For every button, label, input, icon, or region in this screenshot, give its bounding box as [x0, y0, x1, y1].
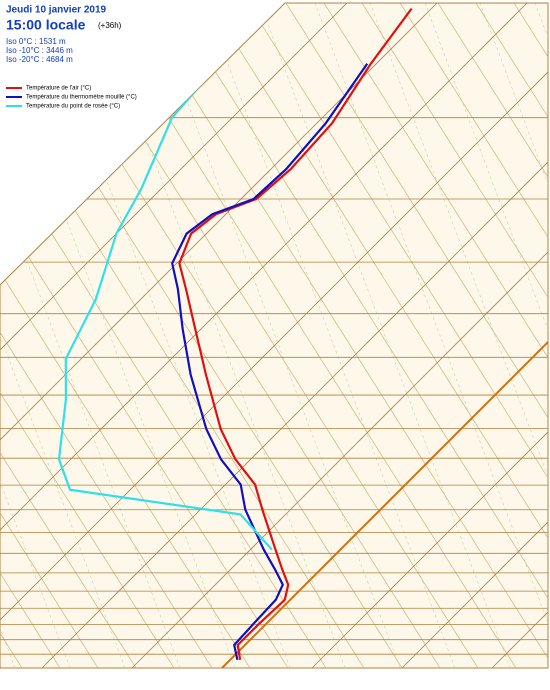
adiabat — [209, 3, 548, 668]
adiabat — [0, 3, 175, 668]
adiabat — [437, 3, 548, 668]
adiabat — [0, 3, 137, 668]
moist-adiabat — [259, 3, 511, 668]
isotherm — [0, 3, 528, 668]
moist-adiabat — [39, 3, 291, 668]
date: Jeudi 10 janvier 2019 — [6, 5, 107, 16]
isotherm — [131, 3, 548, 668]
legend: Température de l'air (°C) Température du … — [6, 86, 137, 110]
legend-label: Température du thermomètre mouillé (°C) — [26, 95, 137, 101]
isotherm — [401, 3, 548, 668]
adiabat — [0, 3, 251, 668]
zero-isotherm — [221, 3, 548, 668]
moist-adiabat — [94, 3, 346, 668]
iso-line: Iso 0°C : 1531 m — [6, 37, 66, 46]
isotherm — [311, 3, 548, 668]
profile-line — [171, 63, 369, 661]
moist-adiabat — [149, 3, 401, 668]
legend-label: Température du point de rosée (°C) — [26, 104, 120, 110]
profile-line — [178, 7, 413, 660]
time: 15:00 locale — [6, 17, 86, 33]
legend-label: Température de l'air (°C) — [26, 86, 91, 92]
profile-line — [57, 65, 273, 551]
curves — [57, 7, 413, 661]
lead: (+36h) — [98, 21, 122, 30]
isotherm — [41, 3, 548, 668]
moist-adiabat — [0, 3, 236, 668]
iso-line: Iso -10°C : 3446 m — [6, 46, 73, 55]
isotherm — [0, 3, 348, 668]
moist-adiabat — [369, 3, 548, 668]
adiabat — [171, 3, 548, 668]
adiabat — [133, 3, 548, 668]
moist-adiabat — [314, 3, 548, 668]
adiabat — [475, 3, 548, 668]
adiabat — [247, 3, 548, 668]
adiabat — [0, 3, 213, 668]
isotherm — [0, 3, 548, 668]
adiabat — [285, 3, 548, 668]
iso-line: Iso -20°C : 4684 m — [6, 55, 73, 64]
adiabat — [0, 3, 99, 668]
adiabat — [399, 3, 548, 668]
isotherm — [0, 3, 438, 668]
adiabat — [0, 3, 327, 668]
moist-adiabat — [0, 3, 181, 668]
adiabat — [323, 3, 548, 668]
moist-adiabat — [204, 3, 456, 668]
adiabat — [361, 3, 548, 668]
